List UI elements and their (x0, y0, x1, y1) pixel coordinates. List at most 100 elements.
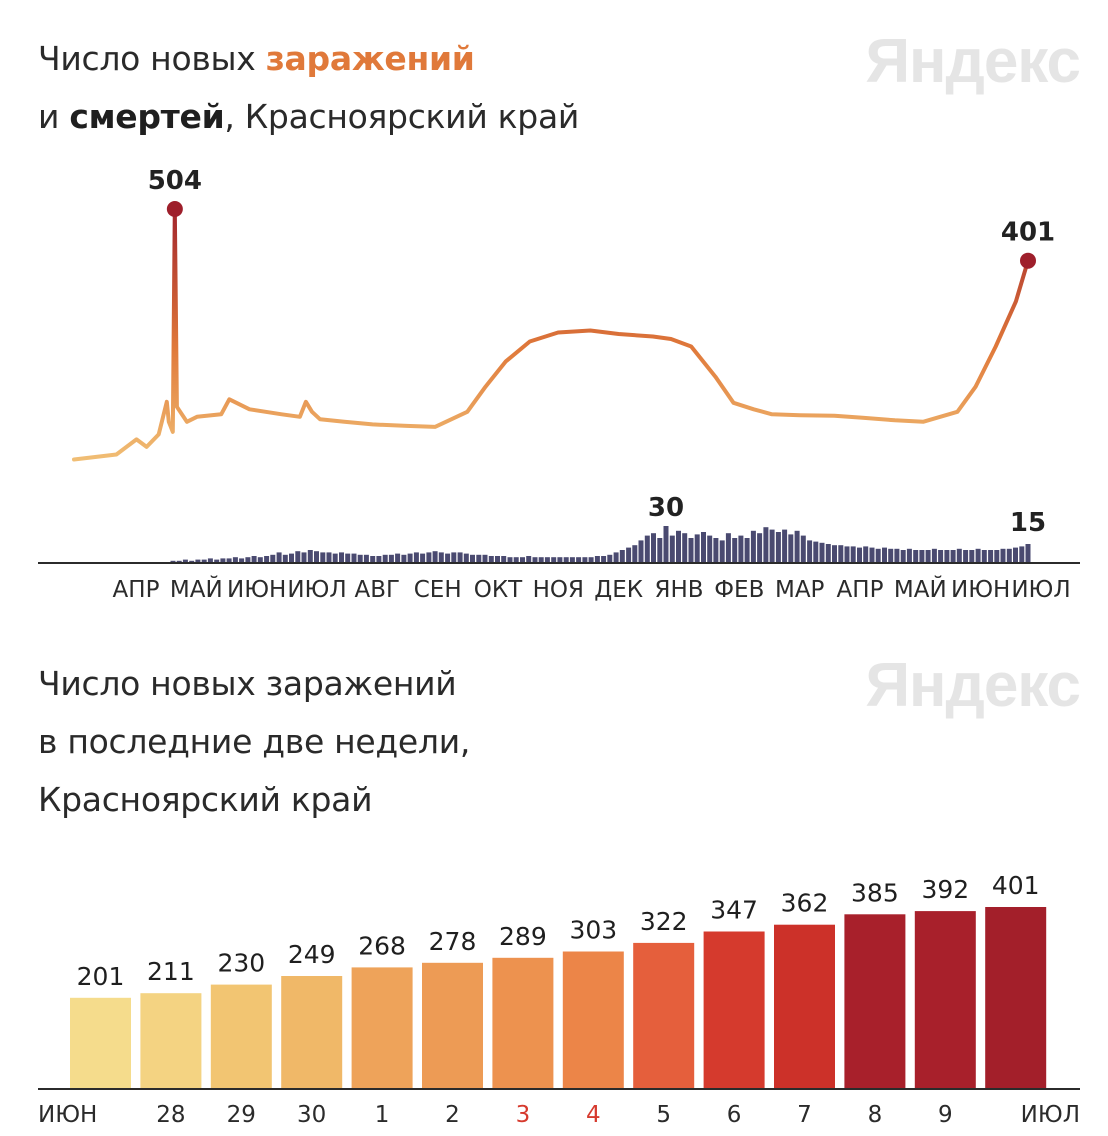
deaths-bar (239, 558, 245, 562)
deaths-bar (345, 553, 351, 562)
deaths-bar (800, 535, 806, 562)
deaths-bar (601, 556, 607, 562)
deaths-bar (376, 556, 382, 562)
month-label: ИЮЛ (1011, 577, 1070, 603)
bar-category-label: 7 (797, 1102, 812, 1128)
deaths-bar (882, 547, 887, 562)
deaths-bar (520, 557, 525, 562)
deaths-bar (501, 556, 507, 562)
deaths-bar (544, 557, 550, 562)
deaths-bar (357, 554, 363, 562)
month-label: ФЕВ (714, 577, 764, 603)
deaths-bar (264, 556, 270, 562)
deaths-bar (857, 547, 862, 562)
deaths-bar (775, 532, 781, 562)
deaths-bar (913, 550, 919, 562)
deaths-bar (638, 540, 644, 562)
bar-category-label: 6 (727, 1102, 742, 1128)
deaths-bar (794, 530, 800, 562)
deaths-bar (420, 553, 426, 562)
deaths-bar (314, 551, 319, 562)
deaths-bar (875, 548, 881, 562)
chart1-title: Число новых заражений и смертей, Красноя… (38, 30, 579, 146)
deaths-bar (644, 535, 650, 562)
deaths-bar (388, 554, 394, 562)
bar-value-label: 362 (781, 889, 829, 918)
bar (70, 997, 131, 1089)
bar-value-label: 201 (77, 962, 125, 991)
deaths-bar (201, 559, 207, 562)
deaths-bar (1006, 548, 1012, 562)
deaths-bar (507, 557, 513, 562)
deaths-bar (894, 548, 900, 562)
deaths-bar (401, 554, 407, 562)
deaths-bar (919, 550, 925, 562)
deaths-bar (326, 552, 332, 562)
deaths-bar (207, 558, 213, 562)
deaths-bar (825, 544, 831, 562)
deaths-bar (763, 527, 769, 562)
deaths-bar (657, 538, 663, 562)
deaths-bar (732, 538, 738, 562)
deaths-bar (607, 554, 613, 562)
month-label: ИЮН (951, 577, 1010, 603)
deaths-bar (451, 552, 457, 562)
deaths-bar (557, 557, 563, 562)
deaths-bar (551, 557, 557, 562)
bar-value-label: 278 (429, 927, 477, 956)
month-label: МАР (775, 577, 825, 603)
deaths-bar (526, 556, 532, 562)
deaths-bar (563, 557, 569, 562)
deaths-bar (944, 550, 950, 562)
deaths-bar (276, 552, 282, 562)
deaths-bar (651, 533, 656, 562)
deaths-bar (226, 558, 232, 562)
deaths-last-label: 15 (1010, 508, 1046, 538)
bar-value-label: 322 (640, 907, 688, 936)
deaths-bar (1000, 548, 1006, 562)
bar (562, 951, 624, 1089)
deaths-bar (301, 552, 307, 562)
month-label: АПР (113, 577, 160, 603)
deaths-bar (956, 548, 962, 562)
bar-category-label: ИЮН (38, 1102, 97, 1128)
deaths-bars (170, 526, 1031, 562)
deaths-bar (838, 545, 844, 562)
deaths-bar (713, 538, 719, 562)
yandex-logo-bottom: Яндекс (865, 651, 1081, 720)
deaths-bar (307, 550, 313, 562)
deaths-bar (950, 550, 956, 562)
bar-category-label: 8 (868, 1102, 883, 1128)
bar-value-label: 392 (921, 875, 969, 904)
bar-category-label: 29 (227, 1102, 256, 1128)
cases-last-label: 401 (1001, 218, 1055, 248)
deaths-bar (757, 533, 763, 562)
chart2-title: Число новых заражений в последние две не… (38, 664, 471, 819)
deaths-bar (432, 551, 438, 562)
deaths-bar (994, 550, 1000, 562)
deaths-bar (495, 556, 500, 562)
deaths-bar (906, 548, 912, 562)
deaths-bar (632, 545, 638, 562)
deaths-bar (482, 554, 488, 562)
chart1-title-line2: и смертей, Красноярский край (38, 97, 580, 136)
deaths-bar (850, 546, 856, 562)
deaths-bar (470, 554, 475, 562)
deaths-bar (988, 550, 994, 562)
month-label: ЯНВ (654, 577, 703, 603)
deaths-bar (370, 556, 376, 562)
deaths-bar (844, 546, 850, 562)
month-label: ИЮЛ (287, 577, 346, 603)
deaths-bar (176, 560, 182, 562)
deaths-bar (900, 550, 906, 562)
deaths-bar (963, 550, 969, 562)
month-axis: АПР МАЙ ИЮН ИЮЛ АВГ СЕН ОКТ НОЯ ДЕК ЯНВ ФЕВ МАР АПР М… (113, 575, 1071, 603)
deaths-bar (513, 557, 519, 562)
bar-value-label: 268 (358, 931, 406, 960)
month-label: ОКТ (474, 577, 523, 603)
month-label: МАЙ (170, 575, 223, 603)
deaths-bar (182, 559, 188, 562)
deaths-bar (688, 538, 694, 562)
deaths-bar (1019, 546, 1025, 562)
deaths-bar (738, 535, 744, 562)
